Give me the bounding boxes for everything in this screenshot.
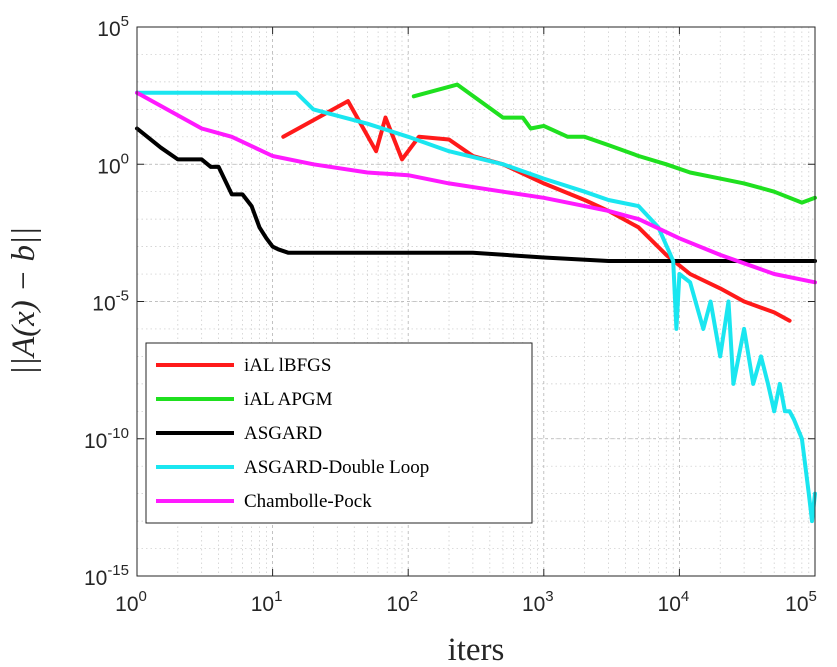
series-line-4 [135,90,817,524]
x-tick-label: 102 [386,588,418,616]
series-line-5 [135,90,817,285]
tick-marks [136,26,816,577]
series-layer [135,82,817,524]
x-tick-label: 103 [522,588,554,616]
y-tick-label: 10-5 [92,288,129,316]
y-tick-label: 105 [97,13,129,41]
legend: iAL lBFGS iAL APGM ASGARD ASGARD-Double Loo… [145,342,533,524]
legend-label: ASGARD-Double Loop [244,457,429,478]
y-tick-label: 100 [97,150,129,178]
y-tick-label: 10-10 [84,425,129,453]
x-tick-label: 101 [251,588,283,616]
series-line-2 [411,82,817,205]
series-line-1 [281,99,792,323]
legend-label: iAL APGM [244,389,333,410]
series-line-3 [135,126,817,263]
x-tick-label: 105 [785,588,817,616]
legend-label: iAL lBFGS [244,355,331,376]
x-tick-label: 100 [115,588,147,616]
y-tick-label: 10-15 [84,562,129,590]
x-axis-title: iters [448,632,505,667]
legend-label: Chambolle-Pock [244,491,372,512]
legend-label: ASGARD [244,423,322,444]
y-axis-title: ||A(x) − b|| [6,227,42,375]
x-tick-label: 104 [658,588,690,616]
tick-labels: 100 101 102 103 104 105 10-15 10-10 10-5 100 105 [84,13,817,616]
